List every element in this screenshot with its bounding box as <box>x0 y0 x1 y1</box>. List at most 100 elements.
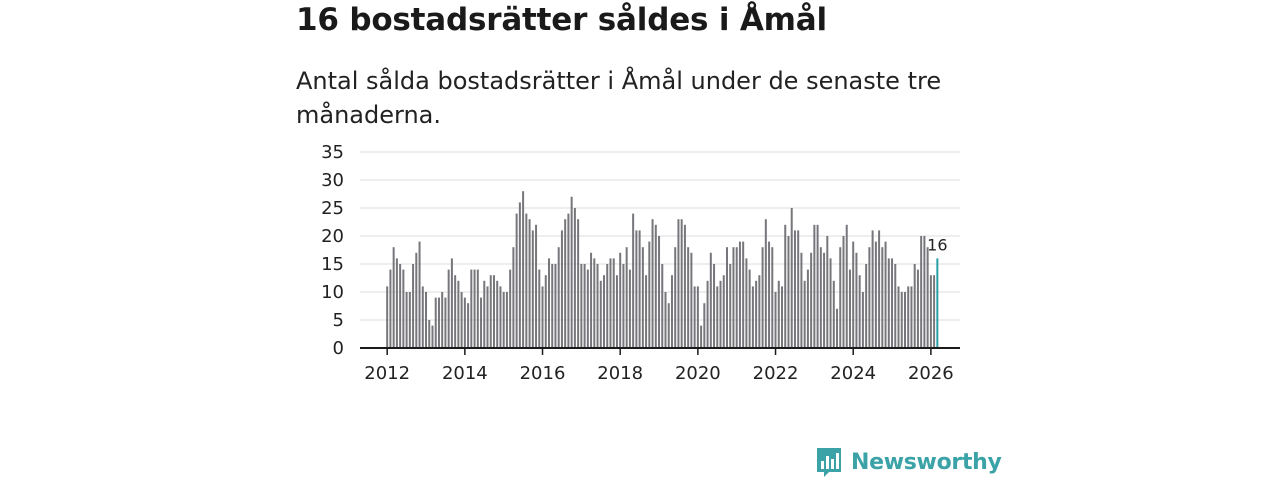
highlight-value-label: 16 <box>927 235 947 254</box>
bar <box>622 264 625 348</box>
bar <box>758 275 761 348</box>
x-tick-label: 2026 <box>908 363 954 384</box>
bar <box>580 264 583 348</box>
x-tick-label: 2020 <box>675 363 721 384</box>
bar <box>887 258 890 348</box>
bar <box>768 241 771 348</box>
bar <box>910 286 913 348</box>
bar <box>470 269 473 348</box>
bar <box>722 275 725 348</box>
bar <box>473 269 476 348</box>
y-tick-label: 35 <box>321 142 344 163</box>
bar <box>806 269 809 348</box>
bar <box>920 236 923 348</box>
bar <box>596 264 599 348</box>
bar <box>570 196 573 348</box>
bar <box>492 275 495 348</box>
bar <box>777 280 780 348</box>
x-tick-label: 2016 <box>520 363 566 384</box>
bar <box>855 252 858 348</box>
bar <box>476 269 479 348</box>
bar <box>509 269 512 348</box>
bar <box>450 258 453 348</box>
bar <box>593 258 596 348</box>
bar <box>395 258 398 348</box>
bar <box>852 241 855 348</box>
x-tick-label: 2024 <box>830 363 876 384</box>
bar <box>554 264 557 348</box>
bar <box>603 275 606 348</box>
bar <box>803 280 806 348</box>
bar <box>900 292 903 348</box>
bar <box>916 269 919 348</box>
bar <box>586 269 589 348</box>
bars <box>386 191 939 348</box>
bar <box>868 247 871 348</box>
bar <box>392 247 395 348</box>
bar <box>774 292 777 348</box>
bar <box>619 252 622 348</box>
bar <box>499 286 502 348</box>
bar <box>531 230 534 348</box>
bar <box>573 208 576 348</box>
bar <box>421 286 424 348</box>
bar <box>732 247 735 348</box>
bar <box>489 275 492 348</box>
y-tick-label: 15 <box>321 254 344 275</box>
y-tick-label: 25 <box>321 198 344 219</box>
bar <box>460 292 463 348</box>
bar <box>480 297 483 348</box>
bar <box>865 264 868 348</box>
bar <box>434 297 437 348</box>
bar <box>518 202 521 348</box>
bar <box>641 247 644 348</box>
bar <box>512 247 515 348</box>
bar <box>564 219 567 348</box>
bar <box>716 286 719 348</box>
bar <box>871 230 874 348</box>
bar-highlight <box>936 258 939 348</box>
x-tick-label: 2018 <box>597 363 643 384</box>
bar <box>719 280 722 348</box>
bar <box>897 286 900 348</box>
bar <box>836 308 839 348</box>
bar <box>713 264 716 348</box>
bar <box>764 219 767 348</box>
bar <box>658 236 661 348</box>
bar <box>389 269 392 348</box>
bar <box>454 275 457 348</box>
bar <box>813 224 816 348</box>
bar <box>609 258 612 348</box>
bar <box>431 325 434 348</box>
y-tick-label: 0 <box>333 338 344 359</box>
y-axis-ticks: 0 5 10 15 20 25 30 35 <box>321 142 344 359</box>
page-title: 16 bostadsrätter såldes i Åmål <box>296 2 827 38</box>
y-tick-label: 5 <box>333 310 344 331</box>
bar <box>583 264 586 348</box>
bar <box>447 269 450 348</box>
bar <box>677 219 680 348</box>
bar <box>832 280 835 348</box>
bar <box>725 247 728 348</box>
x-axis-ticks: 2012 2014 2016 2018 2020 2022 2024 2026 <box>364 348 954 384</box>
bar <box>903 292 906 348</box>
chart-subtitle: Antal sålda bostadsrätter i Åmål under d… <box>296 67 942 129</box>
bar <box>502 292 505 348</box>
bar <box>907 286 910 348</box>
bar <box>557 247 560 348</box>
bar <box>525 213 528 348</box>
bar <box>790 208 793 348</box>
bar <box>729 264 732 348</box>
bar <box>538 269 541 348</box>
bar <box>528 219 531 348</box>
bar <box>437 297 440 348</box>
bar <box>929 275 932 348</box>
bar <box>522 191 525 348</box>
bar <box>745 258 748 348</box>
brand-logo: Newsworthy <box>815 446 1002 478</box>
bar <box>535 224 538 348</box>
bar <box>709 252 712 348</box>
bar <box>638 230 641 348</box>
bar <box>418 241 421 348</box>
bar <box>632 213 635 348</box>
